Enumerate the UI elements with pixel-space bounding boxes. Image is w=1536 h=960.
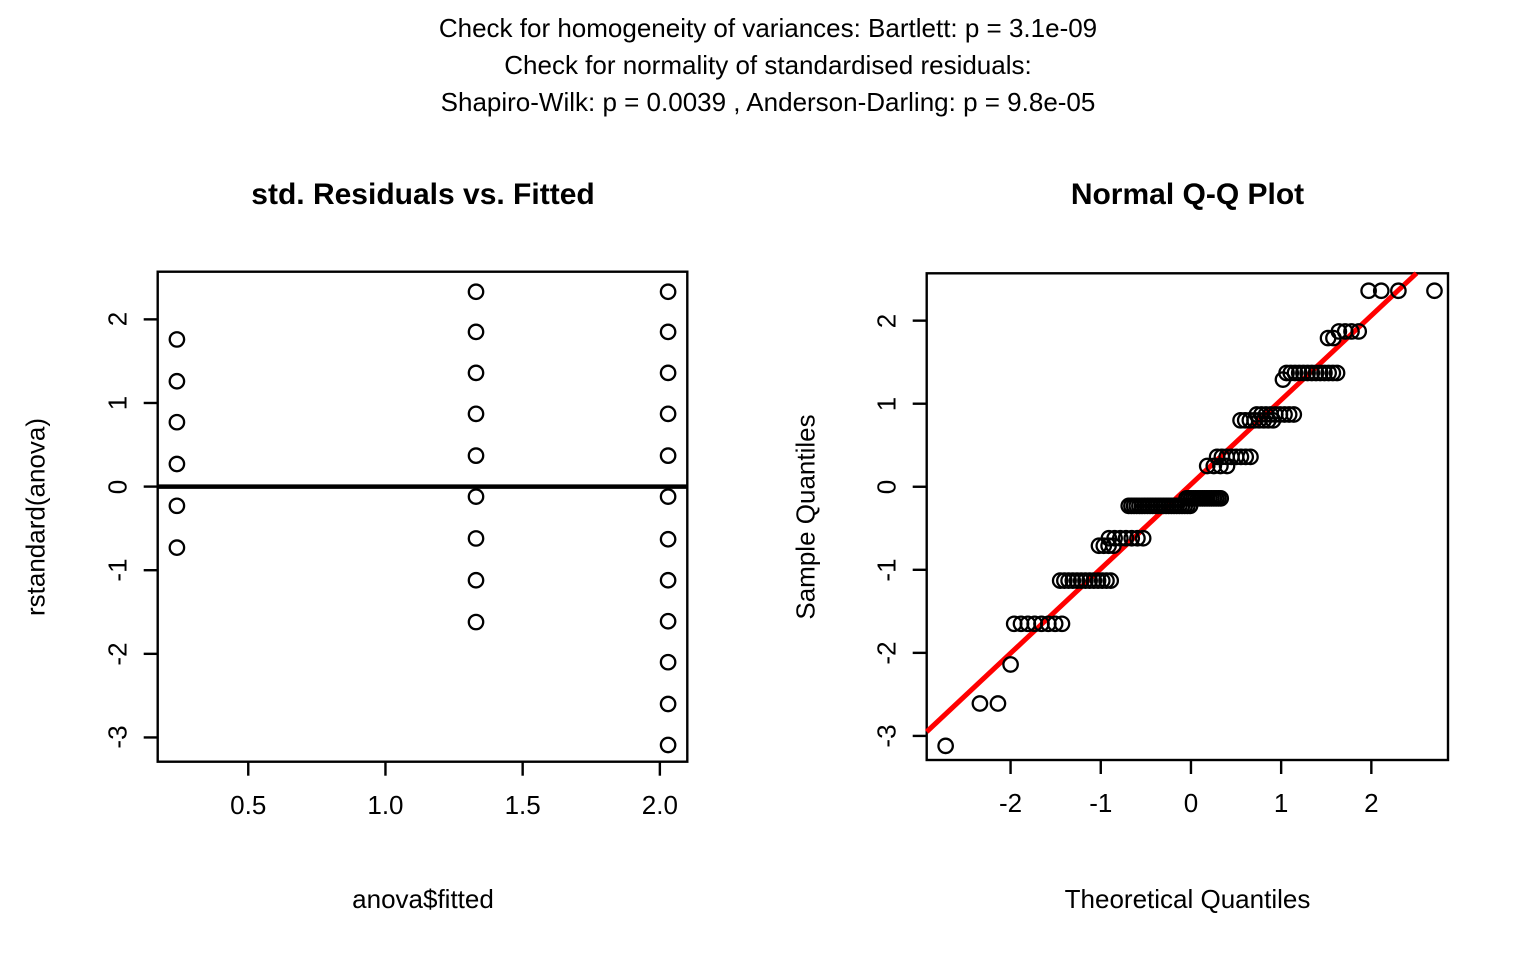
- data-point: [659, 530, 677, 548]
- data-point: [1237, 448, 1255, 466]
- data-point: [1276, 406, 1293, 423]
- data-point: [659, 283, 677, 301]
- data-point: [1285, 406, 1303, 423]
- bartlett-test-line: Check for homogeneity of variances: Bart…: [438, 13, 1098, 43]
- data-point: [659, 736, 677, 754]
- data-point: [1242, 448, 1259, 466]
- y-tick-label: -1: [871, 558, 902, 582]
- data-point: [467, 488, 485, 505]
- y-tick-label: -3: [102, 725, 133, 749]
- data-point: [168, 455, 186, 473]
- x-tick-label: 2: [1364, 788, 1379, 818]
- data-point: [659, 653, 677, 671]
- x-tick-label: 1.0: [367, 789, 404, 820]
- data-point: [1198, 457, 1216, 475]
- data-point: [937, 737, 954, 755]
- data-point: [1117, 529, 1135, 547]
- x-tick-label: 2.0: [641, 789, 678, 820]
- data-point: [971, 695, 989, 712]
- x-tick-label: -2: [999, 788, 1023, 818]
- data-point: [1232, 448, 1250, 466]
- data-point: [168, 539, 186, 556]
- x-tick-label: -1: [1089, 788, 1113, 818]
- data-point: [659, 447, 677, 465]
- data-point: [1106, 529, 1123, 547]
- x-tick-label: 0.5: [230, 789, 267, 820]
- data-point: [467, 447, 485, 465]
- y-tick-label: -1: [102, 558, 133, 582]
- data-point: [659, 364, 677, 382]
- data-point: [1426, 282, 1443, 300]
- y-tick-label: 1: [102, 395, 133, 411]
- data-point: [1330, 323, 1348, 340]
- data-point: [659, 405, 677, 423]
- data-point: [1129, 529, 1146, 547]
- data-point: [1134, 529, 1152, 547]
- data-point: [1053, 615, 1071, 633]
- data-point: [168, 497, 186, 515]
- data-point: [1360, 282, 1377, 300]
- x-tick-label: 1: [1273, 788, 1289, 818]
- x-tick-label: 0: [1183, 788, 1199, 818]
- normality-check-line: Check for normality of standardised resi…: [504, 50, 1032, 80]
- data-point: [467, 364, 485, 382]
- y-tick-label: 2: [102, 312, 133, 327]
- data-point: [659, 571, 677, 589]
- y-tick-label: -2: [102, 642, 133, 666]
- data-point: [1102, 572, 1120, 589]
- data-point: [467, 530, 485, 547]
- data-point: [659, 612, 677, 630]
- data-point: [467, 323, 485, 341]
- y-tick-label: 2: [871, 313, 902, 328]
- shapiro-anderson-line: Shapiro-Wilk: p = 0.0039 , Anderson-Darl…: [440, 87, 1096, 117]
- data-point: [467, 405, 485, 423]
- data-point: [1343, 323, 1360, 340]
- qq-plot-y-axis-label: Sample Quantiles: [790, 414, 821, 620]
- test-results-header: Check for homogeneity of variances: Bart…: [0, 10, 1536, 121]
- data-point: [659, 323, 677, 341]
- y-tick-label: -3: [871, 724, 902, 748]
- data-point: [1002, 656, 1019, 673]
- plot-box: [156, 270, 689, 763]
- qq-plot-x-axis-label: Theoretical Quantiles: [1064, 884, 1311, 914]
- data-point: [659, 488, 677, 505]
- data-point: [168, 413, 186, 431]
- data-point: [467, 283, 485, 301]
- data-point: [168, 372, 186, 390]
- qq-plot-title: Normal Q-Q Plot: [1070, 178, 1305, 211]
- data-point: [1328, 364, 1346, 382]
- data-point: [1372, 282, 1390, 300]
- data-point: [1046, 615, 1064, 633]
- data-point: [1123, 529, 1141, 547]
- x-tick-label: 1.5: [504, 789, 541, 820]
- data-point: [1111, 529, 1129, 547]
- data-point: [1218, 457, 1236, 475]
- data-point: [659, 695, 677, 713]
- data-point: [168, 331, 186, 348]
- left-plot-x-axis-label: anova$fitted: [352, 884, 494, 914]
- y-tick-label: 1: [871, 396, 902, 411]
- plot-box: [925, 272, 1450, 762]
- data-point: [989, 695, 1007, 712]
- data-point: [1100, 529, 1118, 547]
- y-tick-label: 0: [871, 479, 902, 494]
- data-point: [467, 571, 485, 589]
- data-point: [467, 613, 485, 631]
- data-point: [1212, 490, 1230, 507]
- y-tick-label: -2: [871, 641, 902, 665]
- y-tick-label: 0: [102, 479, 133, 494]
- data-point: [1280, 406, 1298, 423]
- left-plot-title: std. Residuals vs. Fitted: [251, 178, 595, 211]
- left-plot-y-axis-label: rstandard(anova): [20, 418, 51, 616]
- data-point: [1390, 282, 1407, 300]
- data-point: [1350, 323, 1368, 340]
